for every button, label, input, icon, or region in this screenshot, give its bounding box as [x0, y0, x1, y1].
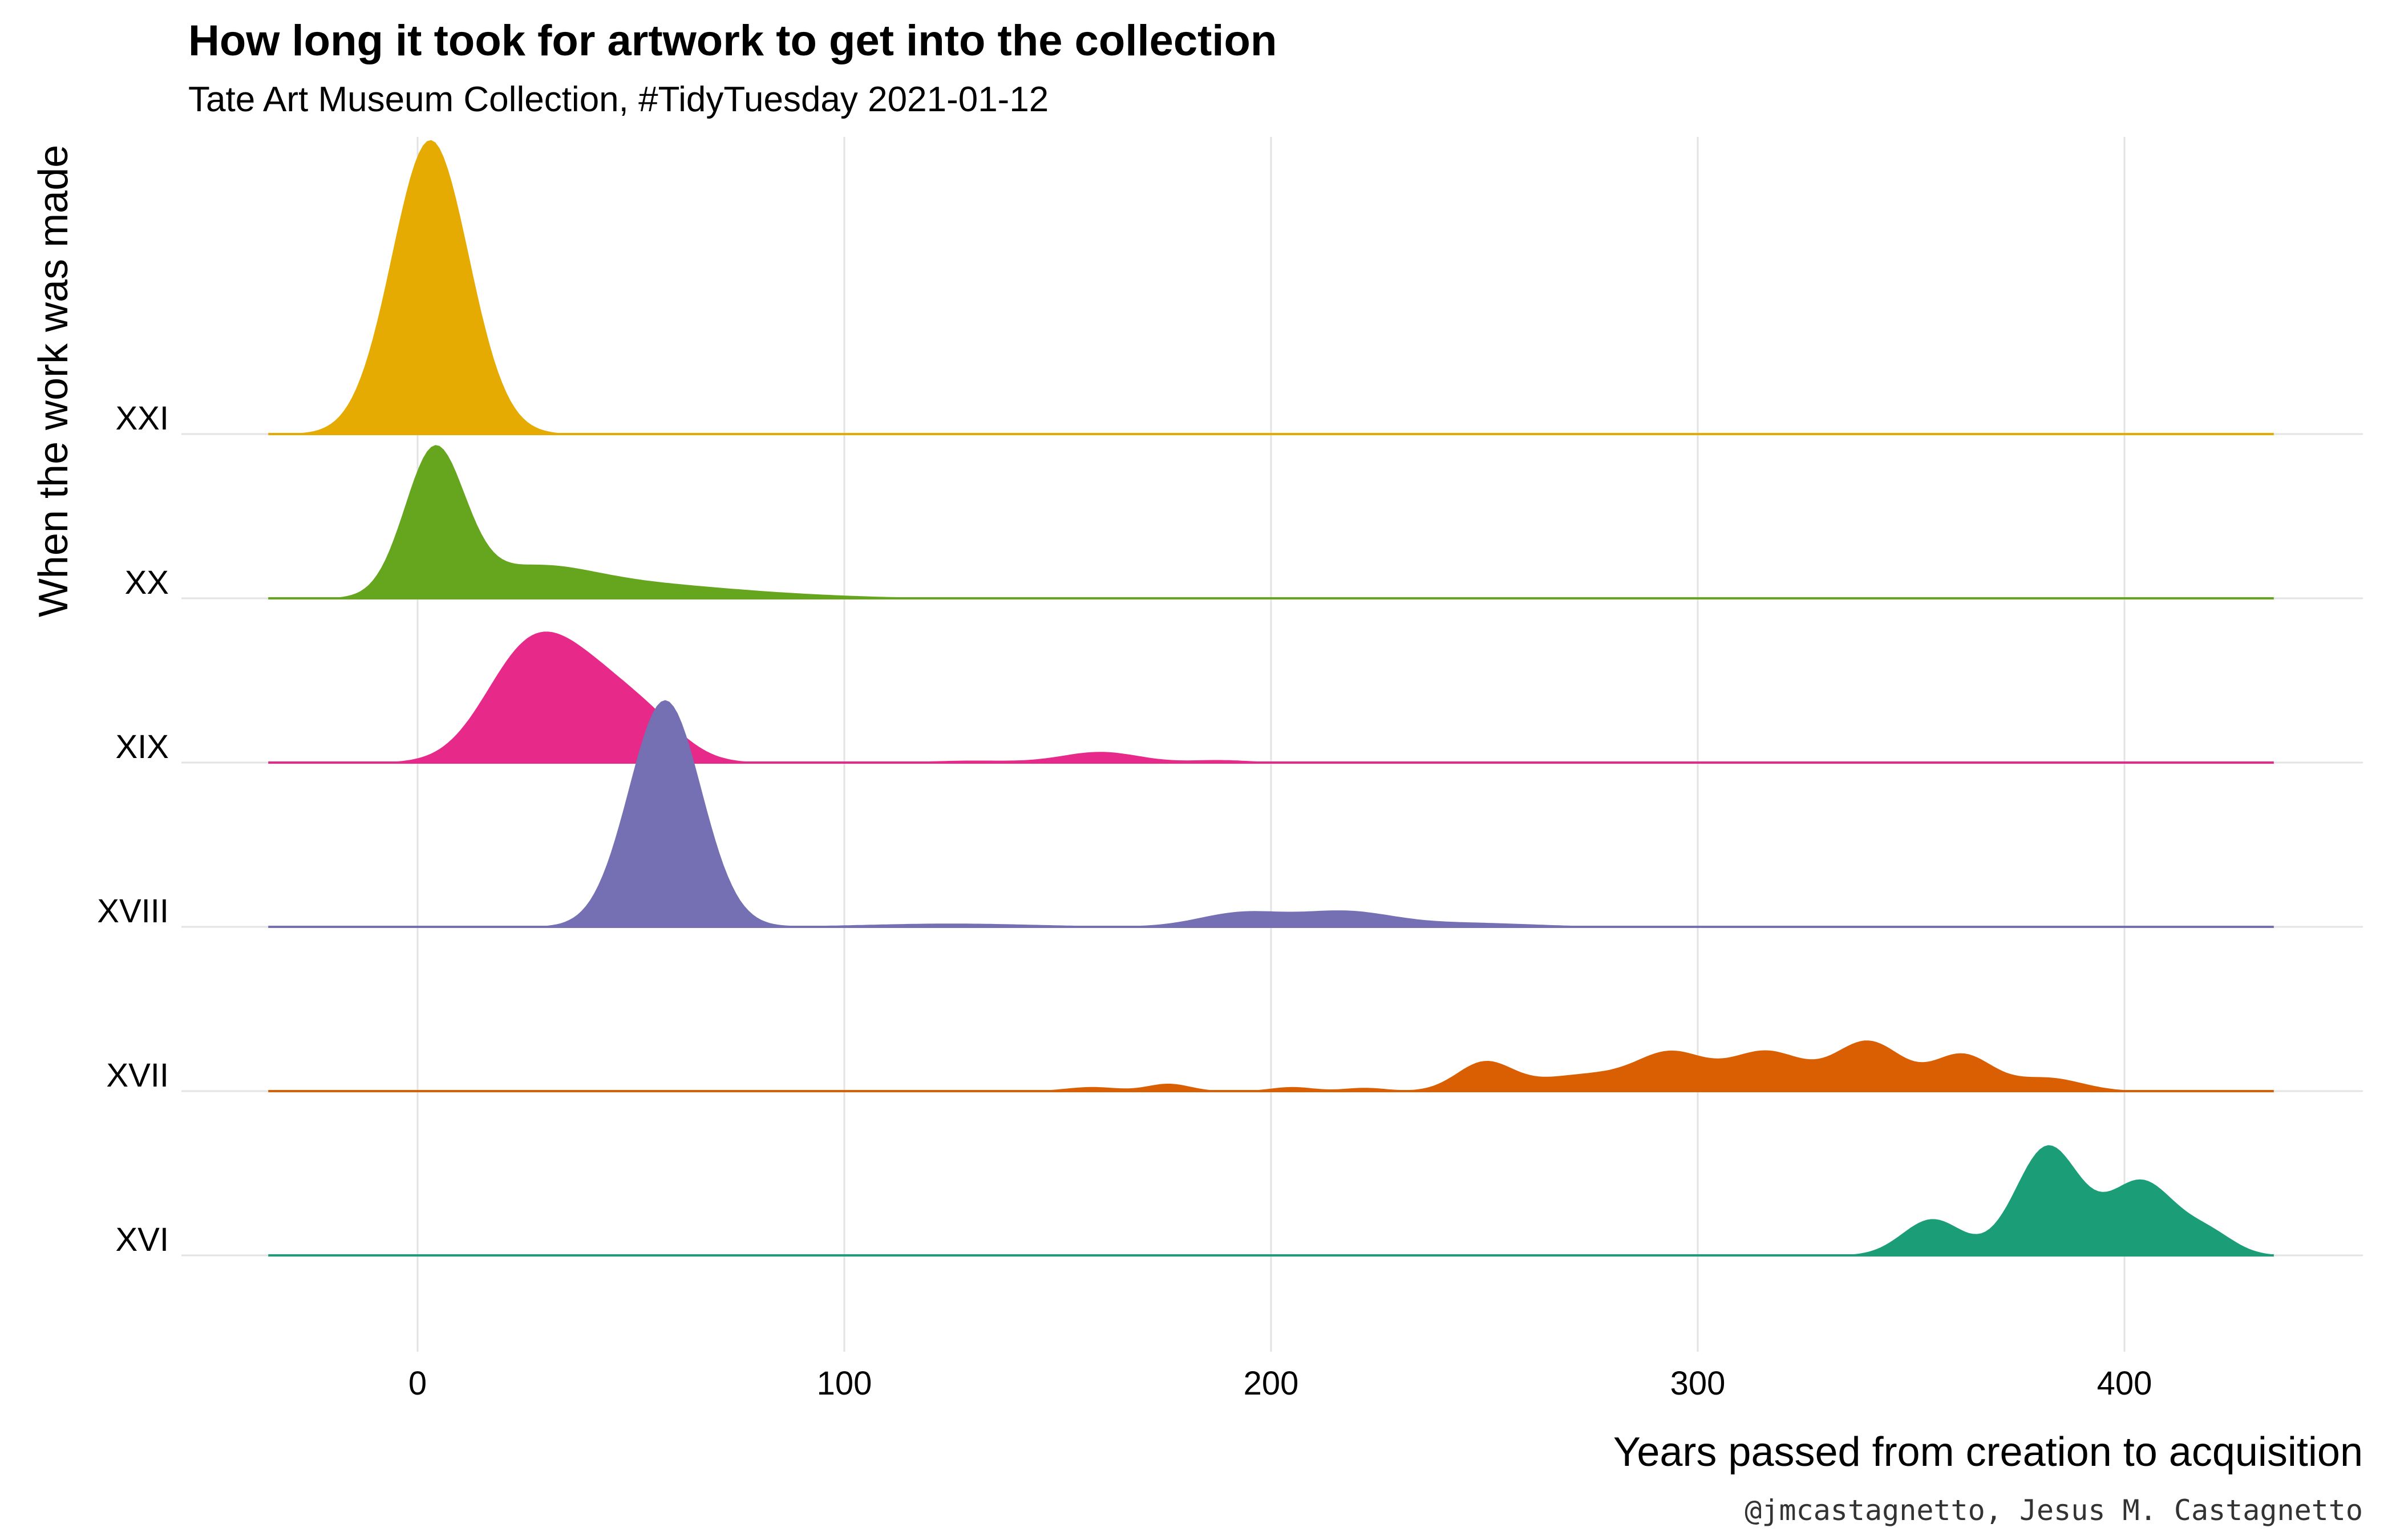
x-tick-label: 400	[2097, 1365, 2152, 1402]
x-axis-ticks: 0 100 200 300 400	[408, 1365, 2152, 1402]
ridge-area-xix	[268, 631, 2274, 763]
x-axis-title: Years passed from creation to acquisitio…	[1613, 1429, 2363, 1475]
ridge-area-xxi	[268, 140, 2274, 435]
chart-title: How long it took for artwork to get into…	[188, 17, 1277, 65]
x-tick-label: 300	[1670, 1365, 1726, 1402]
ridge-area-xviii	[268, 700, 2274, 927]
ridges	[268, 140, 2274, 1257]
ridge-area-xvii	[268, 1040, 2274, 1091]
y-tick-label: XVI	[116, 1221, 169, 1258]
x-tick-label: 0	[408, 1365, 427, 1402]
y-tick-label: XX	[125, 564, 169, 601]
ridge-area-xx	[268, 445, 2274, 598]
y-axis-title: When the work was made	[31, 145, 76, 617]
x-tick-label: 100	[817, 1365, 872, 1402]
chart-subtitle: Tate Art Museum Collection, #TidyTuesday…	[188, 80, 1049, 119]
ridge-area-xvi	[268, 1145, 2274, 1255]
y-tick-label: XVIII	[97, 893, 169, 930]
chart-caption: @jmcastagnetto, Jesus M. Castagnetto	[1745, 1494, 2363, 1527]
y-axis-ticks: XXI XX XIX XVIII XVII XVI	[97, 400, 169, 1258]
y-tick-label: XVII	[106, 1057, 169, 1094]
y-tick-label: XXI	[116, 400, 169, 437]
x-tick-label: 200	[1244, 1365, 1299, 1402]
y-tick-label: XIX	[116, 728, 169, 765]
